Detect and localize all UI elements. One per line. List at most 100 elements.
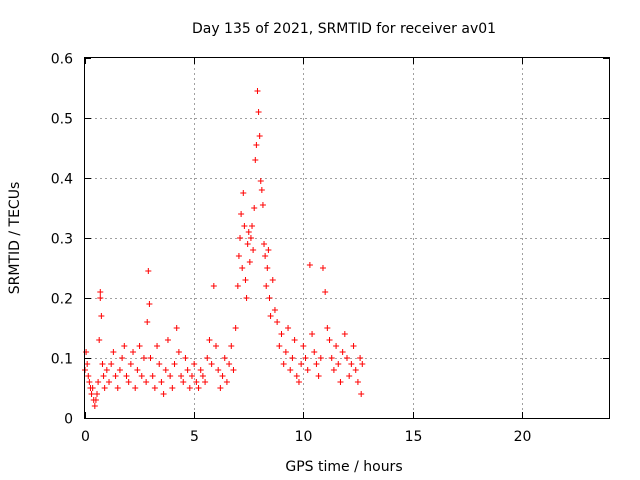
- data-point: [315, 373, 322, 379]
- data-point: [280, 361, 287, 367]
- data-point: [326, 337, 333, 343]
- data-point: [96, 337, 103, 343]
- data-point: [269, 277, 276, 283]
- data-point: [156, 361, 163, 367]
- data-point: [223, 379, 230, 385]
- data-point: [228, 343, 235, 349]
- data-point: [121, 343, 128, 349]
- data-point: [328, 355, 335, 361]
- data-point: [278, 331, 285, 337]
- data-point: [322, 289, 329, 295]
- data-point: [186, 385, 193, 391]
- y-tick-label: 0.4: [51, 172, 73, 188]
- data-point: [175, 349, 182, 355]
- chart-title: Day 135 of 2021, SRMTID for receiver av0…: [192, 21, 496, 37]
- data-point: [337, 379, 344, 385]
- data-point: [158, 379, 165, 385]
- data-point: [246, 259, 253, 265]
- data-point: [173, 325, 180, 331]
- y-tick-label: 0.6: [51, 52, 73, 68]
- data-point: [232, 325, 239, 331]
- data-point: [92, 397, 99, 403]
- data-point: [204, 355, 211, 361]
- data-point: [219, 373, 226, 379]
- data-point: [149, 373, 156, 379]
- data-point: [249, 223, 256, 229]
- data-point: [293, 373, 300, 379]
- data-point: [259, 202, 266, 208]
- data-point: [237, 235, 244, 241]
- data-point: [344, 355, 350, 361]
- data-point: [243, 295, 250, 301]
- data-point: [357, 355, 364, 361]
- data-point: [266, 295, 273, 301]
- data-point: [116, 367, 123, 373]
- data-point: [164, 337, 171, 343]
- data-point: [291, 337, 298, 343]
- data-point: [264, 265, 271, 271]
- data-point: [358, 391, 365, 397]
- y-tick-label: 0.1: [51, 352, 73, 368]
- data-point: [146, 301, 153, 307]
- data-point: [213, 343, 219, 349]
- data-point: [253, 142, 260, 148]
- data-point: [89, 385, 96, 391]
- data-point: [265, 247, 272, 253]
- data-point: [240, 190, 247, 196]
- data-point: [98, 313, 105, 319]
- data-point: [114, 385, 121, 391]
- data-point: [144, 319, 151, 325]
- data-point: [180, 379, 187, 385]
- data-point: [197, 367, 204, 373]
- data-point: [261, 241, 268, 247]
- data-point: [271, 307, 278, 313]
- x-axis-label: GPS time / hours: [285, 459, 402, 475]
- data-point: [178, 373, 185, 379]
- data-point: [352, 367, 359, 373]
- x-tick-label: 5: [190, 429, 199, 445]
- data-point: [324, 325, 331, 331]
- data-point: [206, 337, 213, 343]
- data-point: [335, 361, 342, 367]
- data-point: [136, 343, 143, 349]
- data-point: [210, 283, 217, 289]
- data-point: [341, 331, 348, 337]
- data-point: [110, 349, 117, 355]
- data-point: [245, 229, 252, 235]
- data-point: [147, 355, 154, 361]
- data-point: [103, 367, 110, 373]
- data-point: [298, 361, 305, 367]
- data-point: [91, 403, 98, 409]
- data-point: [83, 349, 90, 355]
- data-point: [160, 391, 167, 397]
- data-point: [244, 241, 251, 247]
- data-point: [169, 385, 176, 391]
- y-tick-label: 0: [64, 412, 73, 428]
- data-point: [254, 88, 261, 94]
- data-point: [88, 391, 95, 397]
- data-point: [217, 385, 224, 391]
- data-point: [221, 355, 228, 361]
- data-point: [188, 373, 195, 379]
- grid: [85, 58, 609, 418]
- data-point: [171, 361, 178, 367]
- data-point: [215, 367, 222, 373]
- data-point: [123, 373, 130, 379]
- data-point: [311, 349, 318, 355]
- data-point: [239, 265, 246, 271]
- data-point: [263, 283, 270, 289]
- data-point: [100, 373, 107, 379]
- y-axis-label: SRMTID / TECUs: [7, 182, 23, 295]
- data-point: [289, 355, 296, 361]
- data-point: [234, 283, 241, 289]
- axis-ticks: 0 5 10 15 20 0 0.1 0.2 0.3 0.4 0.5 0.6: [51, 52, 609, 445]
- data-point: [251, 205, 258, 211]
- data-point: [255, 109, 262, 115]
- data-point: [319, 265, 326, 271]
- data-point: [199, 373, 206, 379]
- data-point: [256, 133, 263, 139]
- data-point: [86, 379, 93, 385]
- data-point: [238, 211, 245, 217]
- data-point: [195, 385, 202, 391]
